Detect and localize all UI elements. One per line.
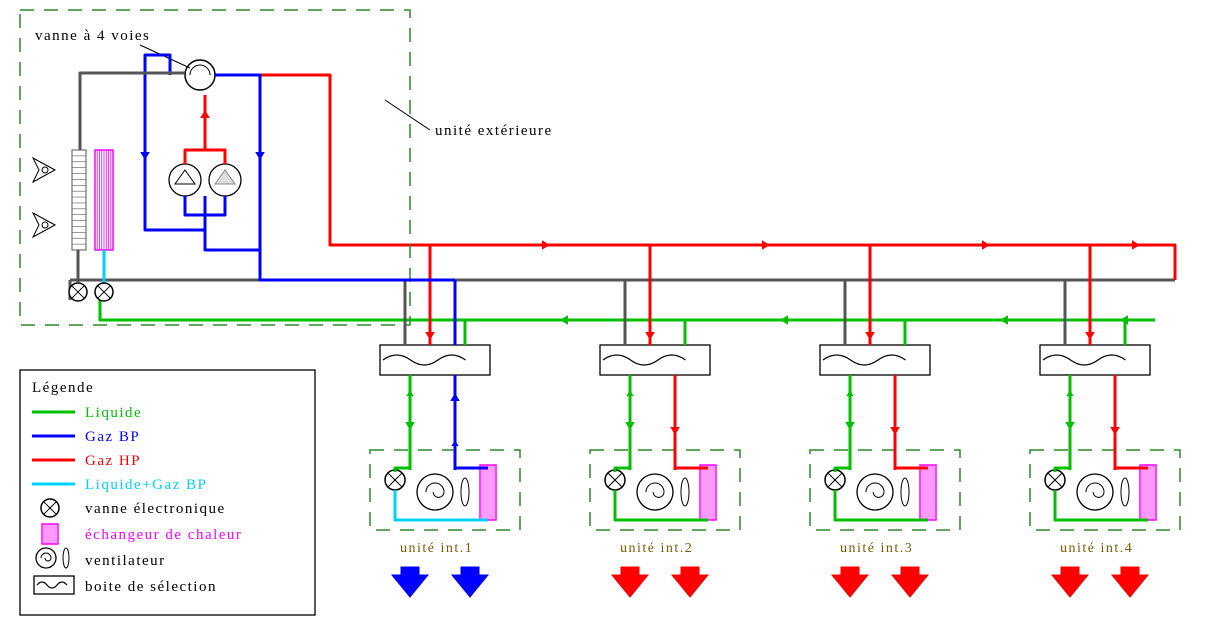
flow-arrow bbox=[846, 390, 853, 396]
flow-arrow bbox=[451, 440, 458, 446]
air-arrow-2b bbox=[672, 567, 708, 597]
outdoor-coil-grey bbox=[72, 150, 86, 250]
flow-arrow bbox=[405, 422, 415, 430]
air-arrow-1b bbox=[452, 567, 488, 597]
flow-arrow bbox=[645, 332, 655, 340]
legend-liqgazbp-label: Liquide+Gaz BP bbox=[85, 477, 207, 493]
air-arrow-4b bbox=[1112, 567, 1148, 597]
bus-gris bbox=[70, 280, 1175, 300]
indoor-bottom-1 bbox=[395, 490, 488, 520]
flow-arrow bbox=[140, 152, 150, 160]
legend-gazbp-label: Gaz BP bbox=[85, 429, 140, 445]
air-arrow-3a bbox=[832, 567, 868, 597]
flow-arrow bbox=[406, 390, 413, 396]
fan-icon bbox=[33, 158, 55, 182]
flow-arrow bbox=[1110, 427, 1120, 435]
flow-arrow bbox=[845, 422, 855, 430]
indoor-bottom-2 bbox=[615, 490, 708, 520]
flow-arrow bbox=[780, 315, 788, 325]
flow-arrow bbox=[1000, 315, 1008, 325]
pipe bbox=[260, 250, 455, 345]
flow-arrow bbox=[200, 110, 210, 118]
selection-box-2 bbox=[600, 345, 710, 375]
diagram-canvas: vanne à 4 voies unité extérieure unité int… bbox=[0, 0, 1213, 626]
legend-title: Légende bbox=[32, 380, 94, 396]
legend-fan-label: ventilateur bbox=[85, 553, 166, 569]
flow-arrow bbox=[425, 332, 435, 340]
indoor-unit-label-1: unité int.1 bbox=[400, 541, 473, 556]
flow-arrow bbox=[450, 393, 460, 401]
indoor-bottom-4 bbox=[1055, 490, 1148, 520]
flow-arrow bbox=[625, 422, 635, 430]
flow-arrow bbox=[1132, 240, 1140, 250]
indoor-fan-2 bbox=[637, 474, 673, 510]
legend-selbox-icon bbox=[34, 576, 74, 594]
compressor-discharge bbox=[185, 95, 225, 164]
outdoor-unit-label: unité extérieure bbox=[435, 123, 553, 139]
legend-liquide-label: Liquide bbox=[85, 405, 142, 421]
indoor-unit-label-4: unité int.4 bbox=[1060, 541, 1133, 556]
bus-liquide bbox=[100, 300, 1155, 320]
four-way-valve-label: vanne à 4 voies bbox=[35, 28, 150, 44]
indoor-fan-4 bbox=[1077, 474, 1113, 510]
flow-arrow bbox=[762, 240, 770, 250]
flow-arrow bbox=[670, 427, 680, 435]
flow-arrow bbox=[1066, 390, 1073, 396]
indoor-unit-label-2: unité int.2 bbox=[620, 541, 693, 556]
flow-arrow bbox=[255, 152, 265, 160]
flow-arrow bbox=[1085, 332, 1095, 340]
air-arrow-4a bbox=[1052, 567, 1088, 597]
air-arrow-2a bbox=[612, 567, 648, 597]
indoor-fan-3 bbox=[857, 474, 893, 510]
flow-arrow bbox=[542, 240, 550, 250]
flow-arrow bbox=[890, 427, 900, 435]
compressor-1 bbox=[169, 164, 201, 196]
legend-valve-label: vanne électronique bbox=[85, 501, 226, 517]
flow-arrow bbox=[982, 240, 990, 250]
selection-box-3 bbox=[820, 345, 930, 375]
fan-icon bbox=[33, 213, 55, 237]
legend-selbox-label: boite de sélection bbox=[85, 579, 217, 595]
pipe bbox=[80, 73, 185, 150]
flow-arrow bbox=[560, 315, 568, 325]
air-arrow-3b bbox=[892, 567, 928, 597]
indoor-bottom-3 bbox=[835, 490, 928, 520]
air-arrow-1a bbox=[392, 567, 428, 597]
indoor-fan-1 bbox=[417, 474, 453, 510]
flow-arrow bbox=[865, 332, 875, 340]
flow-arrow bbox=[1065, 422, 1075, 430]
bus-gazHP bbox=[200, 75, 1175, 280]
legend-hx-label: échangeur de chaleur bbox=[85, 527, 242, 543]
flow-arrow bbox=[626, 390, 633, 396]
indoor-unit-label-3: unité int.3 bbox=[840, 541, 913, 556]
suction-line bbox=[205, 75, 260, 250]
selection-box-4 bbox=[1040, 345, 1150, 375]
legend-gazhp-label: Gaz HP bbox=[85, 453, 141, 469]
selection-box-1 bbox=[380, 345, 490, 375]
